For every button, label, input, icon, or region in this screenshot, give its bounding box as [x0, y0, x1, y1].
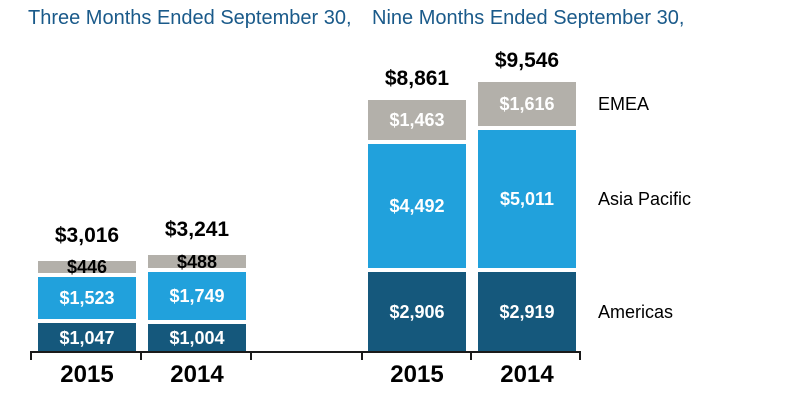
segment-americas: $2,919 — [478, 272, 576, 352]
legend-label-asia-pacific: Asia Pacific — [598, 189, 692, 209]
x-axis-year-label: 2014 — [170, 361, 224, 388]
segment-emea: $446 — [38, 257, 136, 277]
x-axis-tick — [250, 351, 252, 360]
segment-value-label: $1,749 — [169, 286, 225, 306]
segment-value-label: $1,463 — [389, 110, 445, 130]
bar-2015-group-1: $2,906 $4,492 $1,463 $8,861 2015 — [368, 0, 466, 388]
segment-asia-pacific: $1,749 — [148, 272, 246, 320]
segment-americas: $1,004 — [148, 324, 246, 352]
bar-total-label: $9,546 — [494, 49, 560, 72]
segment-value-label: $1,523 — [59, 288, 115, 308]
bar-2015-group-0: $1,047 $1,523 $446 $3,016 2015 — [38, 0, 136, 388]
segment-value-label: $5,011 — [499, 189, 555, 209]
segment-value-label: $1,047 — [59, 327, 115, 348]
x-axis-tick — [30, 351, 32, 360]
segment-value-label: $1,004 — [169, 328, 225, 348]
x-axis-year-label: 2015 — [390, 361, 444, 388]
right-group-title: Nine Months Ended September 30, — [372, 7, 685, 29]
bar-total-label: $3,241 — [164, 218, 230, 241]
segment-asia-pacific: $4,492 — [368, 144, 466, 268]
segment-emea: $1,616 — [478, 82, 576, 126]
x-axis-line — [30, 351, 581, 353]
segment-value-label: $2,919 — [499, 302, 555, 322]
left-group-title: Three Months Ended September 30, — [28, 7, 352, 29]
segment-asia-pacific: $1,523 — [38, 277, 136, 319]
bar-total-label: $3,016 — [54, 224, 120, 247]
x-axis-tick — [579, 351, 581, 360]
x-axis-year-label: 2015 — [60, 361, 114, 388]
segment-asia-pacific: $5,011 — [478, 130, 576, 268]
x-axis-year-label: 2014 — [500, 361, 554, 388]
x-axis-tick — [361, 351, 363, 360]
segment-value-label: $4,492 — [389, 196, 445, 216]
bar-total-label: $8,861 — [384, 67, 450, 90]
legend-label-americas: Americas — [598, 302, 674, 322]
segment-americas: $2,906 — [368, 272, 466, 352]
segment-value-label: $1,616 — [499, 94, 555, 114]
bar-2014-group-1: $2,919 $5,011 $1,616 $9,546 2014 — [478, 0, 576, 388]
bar-2014-group-0: $1,004 $1,749 $488 $3,241 2014 — [148, 0, 246, 388]
segment-value-label: $446 — [66, 257, 108, 277]
x-axis-tick — [470, 351, 472, 360]
segment-emea: $488 — [148, 252, 246, 272]
segment-americas: $1,047 — [38, 323, 136, 352]
segment-value-label: $488 — [176, 251, 218, 272]
x-axis-tick — [140, 351, 142, 360]
legend-label-emea: EMEA — [598, 94, 650, 114]
segment-value-label: $2,906 — [389, 302, 445, 322]
segment-emea: $1,463 — [368, 100, 466, 140]
